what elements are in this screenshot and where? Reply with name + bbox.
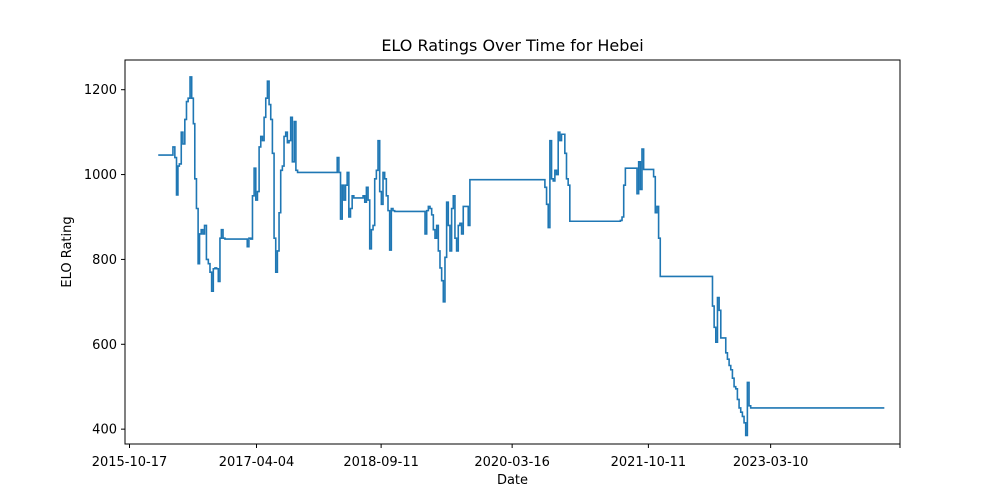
- y-tick-label: 800: [92, 253, 117, 268]
- x-tick-label: 2015-10-17: [92, 455, 168, 470]
- chart-title: ELO Ratings Over Time for Hebei: [381, 36, 643, 55]
- y-axis-label: ELO Rating: [60, 216, 75, 287]
- x-tick-label: 2017-04-04: [219, 455, 295, 470]
- elo-series-line: [158, 76, 885, 437]
- x-tick-label: 2023-03-10: [733, 455, 809, 470]
- x-tick-label: 2018-09-11: [343, 455, 419, 470]
- y-tick-label: 600: [92, 338, 117, 353]
- x-tick-label: 2021-10-11: [611, 455, 687, 470]
- y-tick-label: 1200: [84, 83, 117, 98]
- y-tick-label: 400: [92, 423, 117, 438]
- x-axis-label: Date: [497, 473, 528, 488]
- x-axis-ticks: 2015-10-17 2017-04-04 2018-09-11 2020-03-16…: [92, 444, 901, 470]
- x-tick-label: 2020-03-16: [474, 455, 550, 470]
- y-tick-label: 1000: [84, 168, 117, 183]
- y-axis-ticks: 400 600 800 1000 1200: [84, 83, 125, 438]
